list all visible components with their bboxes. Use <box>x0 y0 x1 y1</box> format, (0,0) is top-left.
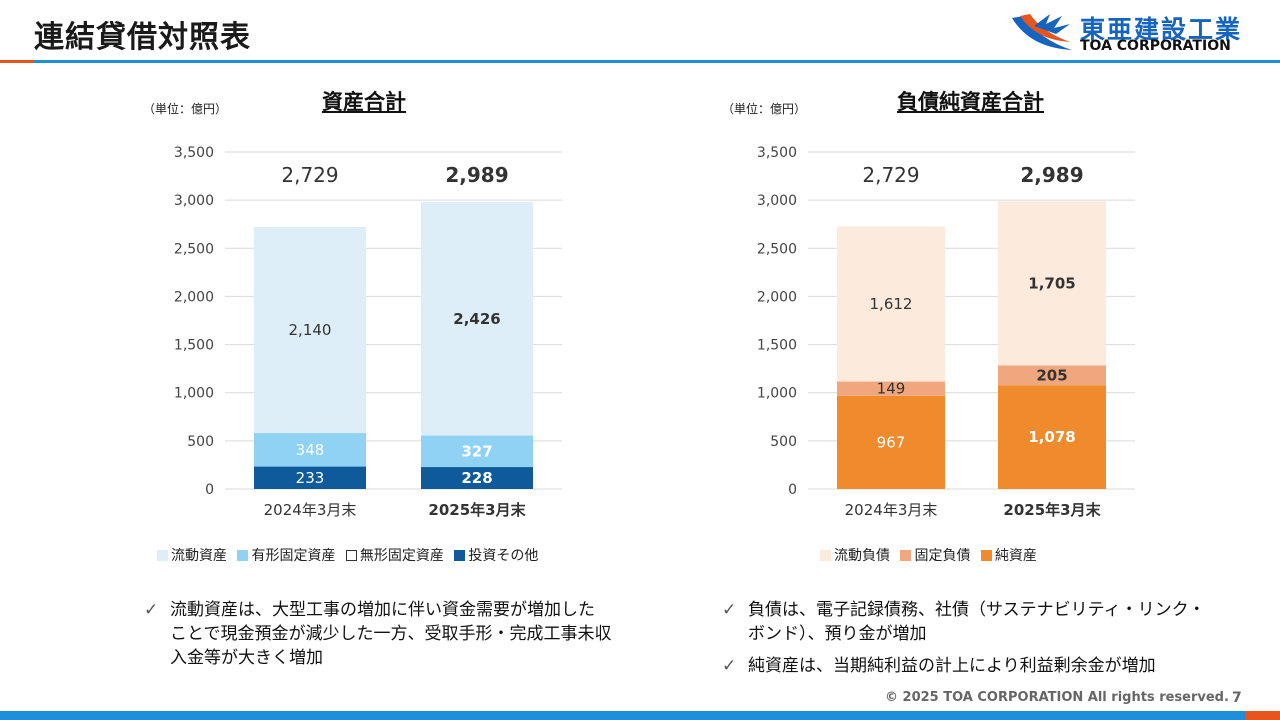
legend-current-assets: 流動資産 <box>157 545 227 565</box>
data-label: 2,140 <box>289 321 332 339</box>
liab-legend: 流動負債 固定負債 純資産 <box>820 545 1043 565</box>
legend-swatch <box>900 550 912 561</box>
note-line: 負債は、電子記録債務、社債（サステナビリティ・リンク・ <box>748 600 1206 620</box>
legend-swatch <box>345 550 357 561</box>
y-tick-label: 1,000 <box>757 386 797 402</box>
y-tick-label: 2,500 <box>174 241 214 257</box>
x-category-label: 2025年3月末 <box>428 501 526 519</box>
bar-segment <box>421 467 533 489</box>
data-label: 1,705 <box>1028 274 1075 292</box>
bar-segment <box>837 226 945 382</box>
y-tick-label: 2,000 <box>174 289 214 305</box>
data-label: 327 <box>461 442 492 460</box>
bar-segment <box>254 466 366 489</box>
bar-segment <box>421 201 533 436</box>
bar-segment <box>998 385 1106 489</box>
total-label: 2,729 <box>862 163 919 187</box>
y-tick-label: 3,000 <box>174 193 214 209</box>
data-label: 149 <box>877 380 906 398</box>
y-tick-label: 2,000 <box>757 289 797 305</box>
assets-chart-title: 資産合計 <box>322 90 406 114</box>
bar-segment <box>837 381 945 396</box>
legend-tangible-fixed: 有形固定資産 <box>237 545 335 565</box>
legend-swatch <box>820 550 831 561</box>
check-icon: ✓ <box>144 600 159 620</box>
x-category-label: 2024年3月末 <box>264 501 357 519</box>
header-rule <box>0 60 1280 63</box>
check-icon: ✓ <box>722 600 737 620</box>
data-label: 2,426 <box>453 310 500 328</box>
note-line: ボンド）、預り金が増加 <box>748 624 927 644</box>
data-label: 233 <box>296 469 325 487</box>
x-category-label: 2024年3月末 <box>845 501 938 519</box>
total-label: 2,989 <box>1020 163 1083 187</box>
assets-legend: 流動資産 有形固定資産 無形固定資産 投資その他 <box>157 545 544 565</box>
y-tick-label: 1,500 <box>757 338 797 354</box>
legend-net-assets: 純資産 <box>980 545 1037 565</box>
legend-fixed-liab: 固定負債 <box>900 545 970 565</box>
data-label: 228 <box>461 469 492 487</box>
liab-chart-title: 負債純資産合計 <box>897 90 1044 114</box>
copyright-text: © 2025 TOA CORPORATION All rights reserv… <box>885 690 1229 705</box>
legend-swatch <box>237 550 249 561</box>
bar-segment <box>421 435 533 468</box>
bar-segment <box>837 395 945 489</box>
y-tick-label: 3,500 <box>757 145 797 161</box>
crane-logo-icon <box>1012 14 1072 50</box>
y-tick-label: 0 <box>205 482 214 498</box>
check-icon: ✓ <box>722 656 737 676</box>
data-label: 205 <box>1036 366 1067 384</box>
header-rule-accent <box>0 60 34 63</box>
y-tick-label: 1,500 <box>174 338 214 354</box>
assets-unit-label: （単位：億円） <box>143 102 228 116</box>
liab-unit-label: （単位：億円） <box>722 102 807 116</box>
y-tick-label: 0 <box>788 482 797 498</box>
legend-swatch <box>980 550 992 561</box>
logo-english-name: TOA CORPORATION <box>1080 38 1231 54</box>
note-line: 流動資産は、大型工事の増加に伴い資金需要が増加した <box>170 600 595 620</box>
note-item: ✓ 負債は、電子記録債務、社債（サステナビリティ・リンク・ ボンド）、預り金が増… <box>722 598 1252 646</box>
x-category-label: 2025年3月末 <box>1003 501 1101 519</box>
data-label: 1,078 <box>1028 428 1075 446</box>
y-tick-label: 3,000 <box>757 193 797 209</box>
total-label: 2,989 <box>445 163 508 187</box>
note-line: ことで現金預金が減少した一方、受取手形・完成工事未収 <box>170 624 612 644</box>
y-tick-label: 2,500 <box>757 241 797 257</box>
legend-intangible-fixed: 無形固定資産 <box>345 545 444 565</box>
note-item: ✓ 純資産は、当期純利益の計上により利益剰余金が増加 <box>722 654 1252 678</box>
legend-swatch <box>454 550 466 561</box>
assets-notes: ✓ 流動資産は、大型工事の増加に伴い資金需要が増加した ことで現金預金が減少した… <box>144 598 664 678</box>
y-tick-label: 1,000 <box>174 386 214 402</box>
legend-swatch <box>157 550 168 561</box>
footer-bar <box>0 711 1245 720</box>
y-tick-label: 500 <box>187 434 214 450</box>
bar-segment <box>254 227 366 434</box>
page-number: 7 <box>1232 690 1242 706</box>
note-line: 入金等が大きく増加 <box>170 648 323 668</box>
y-tick-label: 500 <box>770 434 797 450</box>
footer-bar-accent <box>1245 711 1280 720</box>
legend-current-liab: 流動負債 <box>820 545 890 565</box>
bar-segment <box>254 433 366 467</box>
company-logo: 東亜建設工業 TOA CORPORATION <box>1010 10 1260 56</box>
legend-investments: 投資その他 <box>454 545 538 565</box>
total-label: 2,729 <box>281 163 338 187</box>
bar-segment <box>998 201 1106 366</box>
bar-segment <box>998 365 1106 386</box>
data-label: 348 <box>296 441 325 459</box>
liab-notes: ✓ 負債は、電子記録債務、社債（サステナビリティ・リンク・ ボンド）、預り金が増… <box>722 598 1252 686</box>
y-tick-label: 3,500 <box>174 145 214 161</box>
data-label: 1,612 <box>870 295 913 313</box>
logo-japanese-name: 東亜建設工業 <box>1080 15 1243 44</box>
note-line: 純資産は、当期純利益の計上により利益剰余金が増加 <box>748 656 1156 676</box>
data-label: 967 <box>877 433 906 451</box>
page-title: 連結貸借対照表 <box>34 20 251 55</box>
note-item: ✓ 流動資産は、大型工事の増加に伴い資金需要が増加した ことで現金預金が減少した… <box>144 598 664 670</box>
